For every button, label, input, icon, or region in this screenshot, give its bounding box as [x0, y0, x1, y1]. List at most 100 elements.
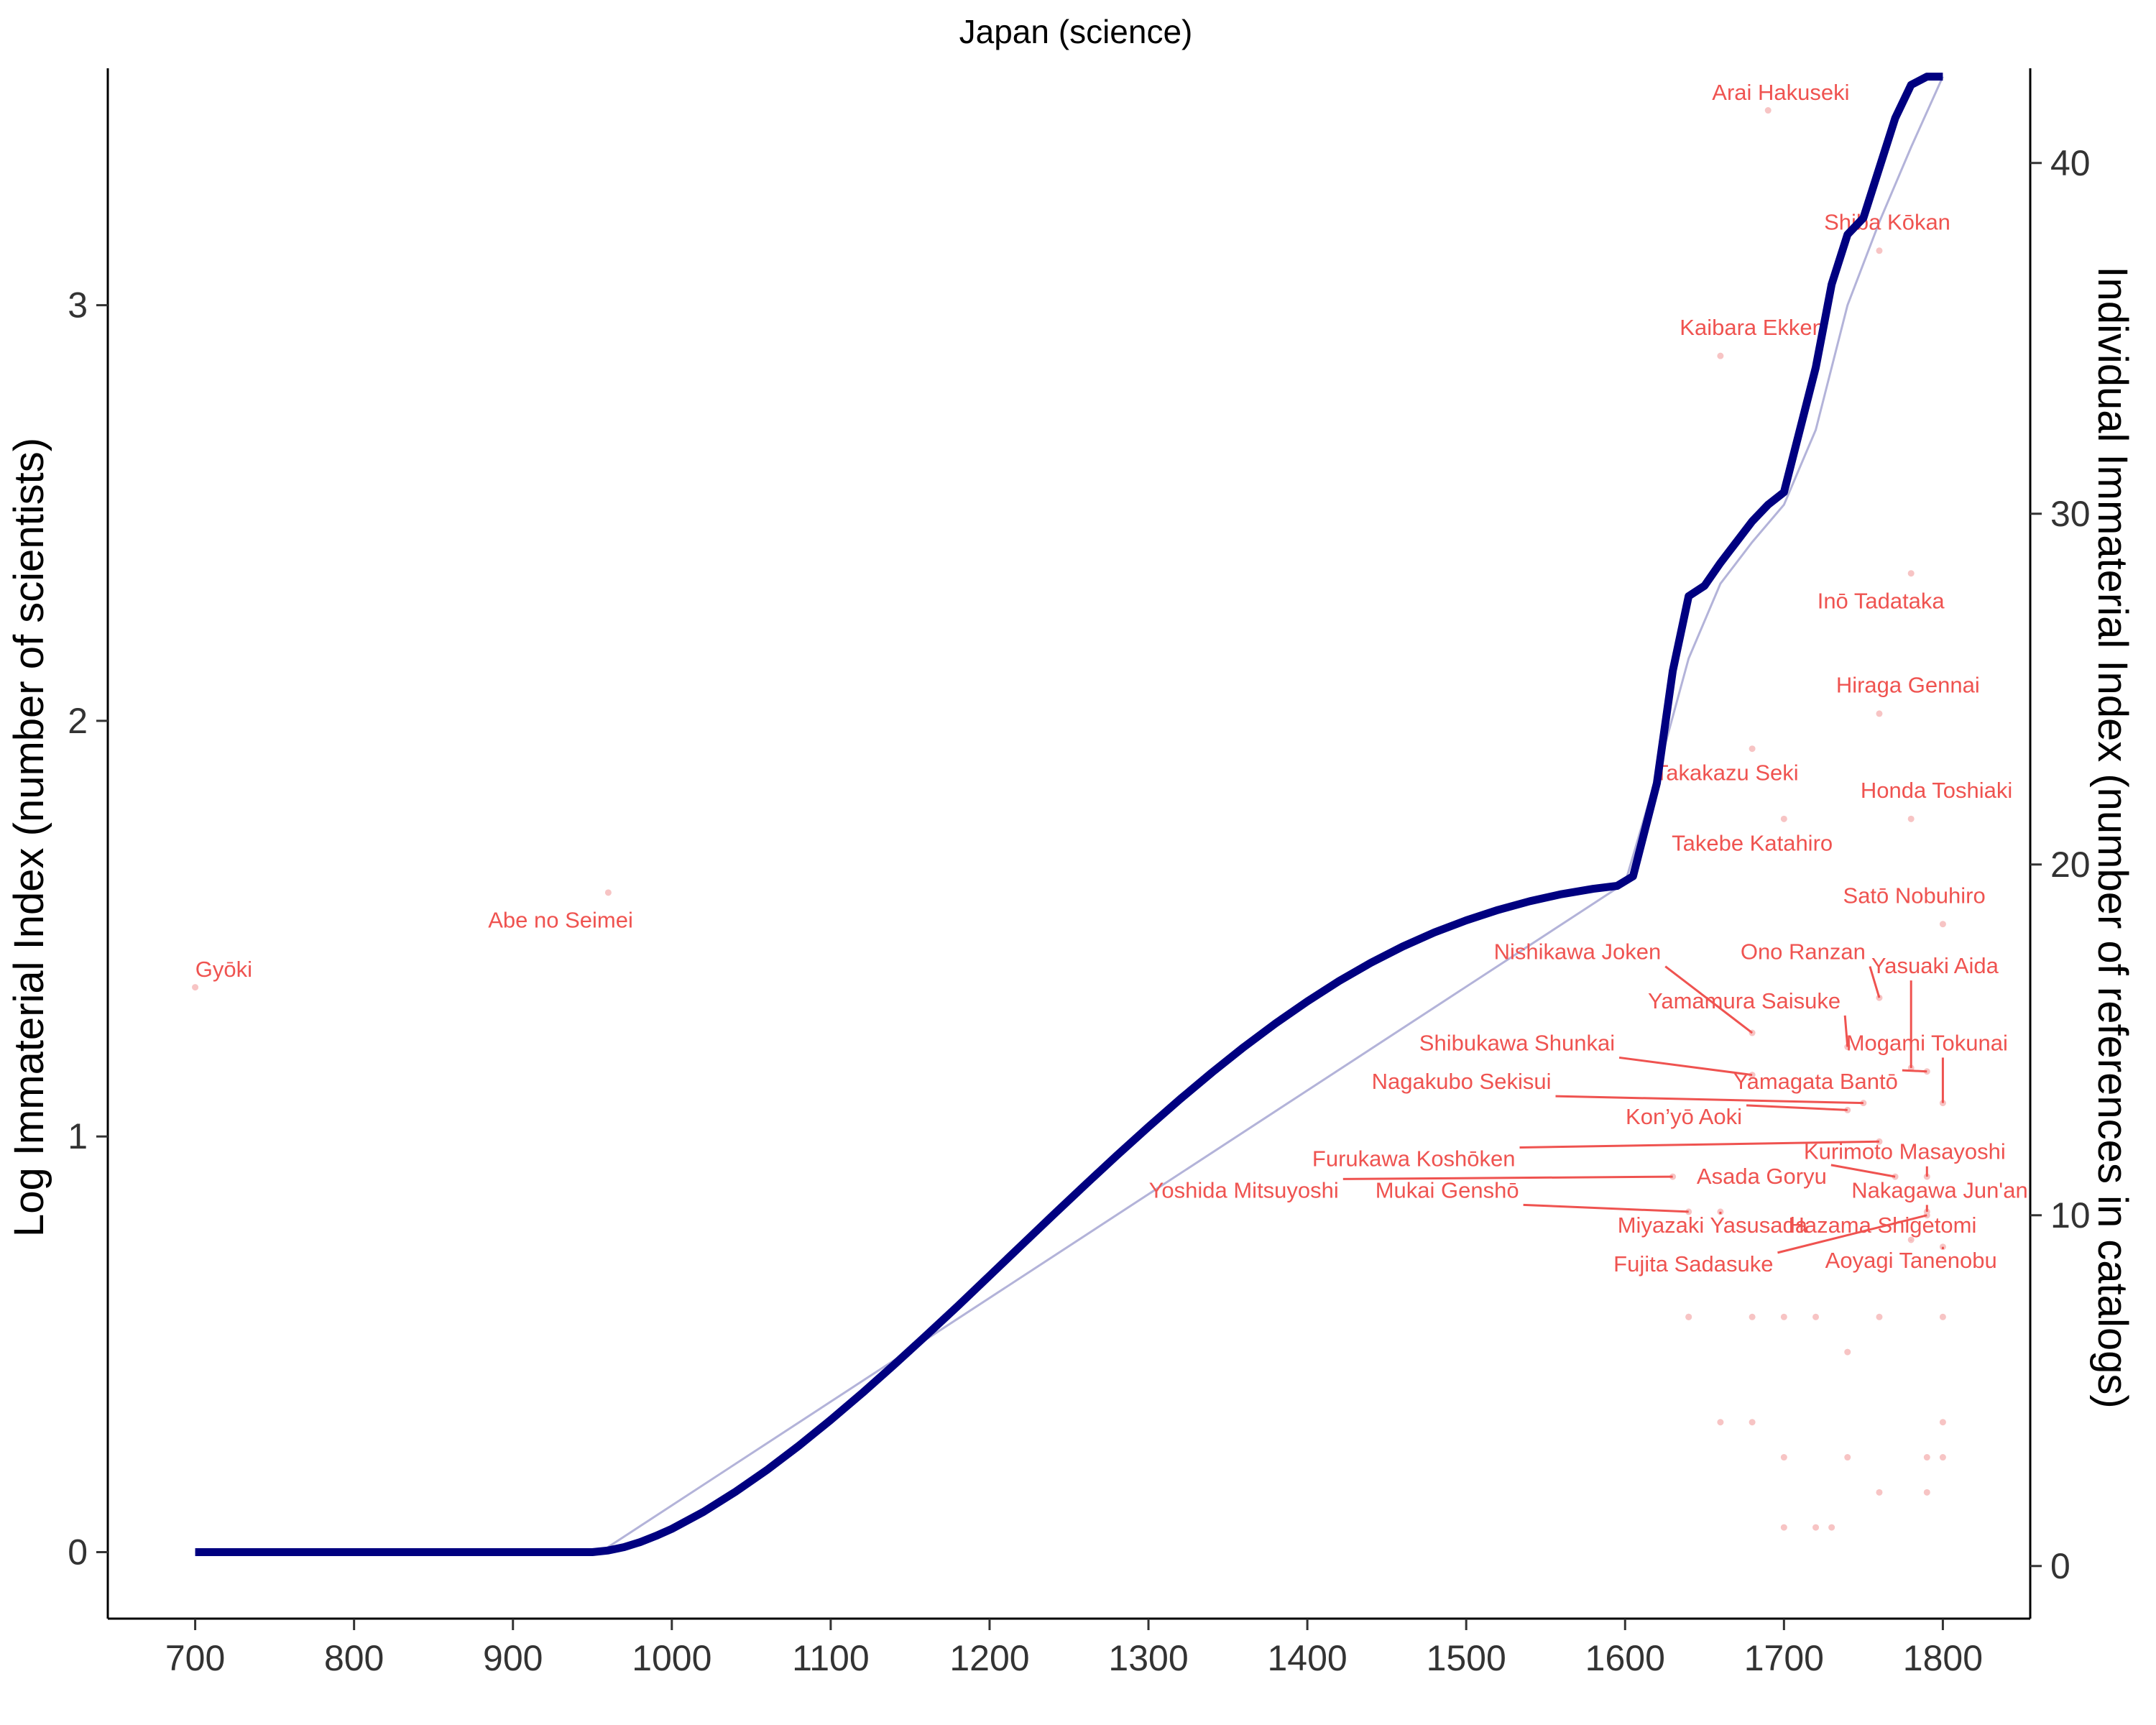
data-point — [1923, 1454, 1930, 1461]
data-point — [1923, 1489, 1930, 1496]
data-point — [1876, 1489, 1883, 1496]
y2-tick-label: 20 — [2050, 845, 2091, 885]
scientist-label: Honda Toshiaki — [1861, 778, 2012, 803]
raw-series-line — [195, 75, 1944, 1553]
axes: 700 800 900 1000 1100 1200 1300 1400 1500 1600 170… — [68, 68, 2091, 1678]
label-leader-line — [1523, 1203, 1689, 1213]
data-point — [1907, 570, 1915, 577]
y-tick-label: 0 — [68, 1532, 88, 1572]
data-point — [1749, 745, 1756, 753]
label-leader-line — [1869, 966, 1881, 998]
x-tick-label: 1400 — [1267, 1638, 1347, 1678]
data-point — [1812, 1313, 1820, 1320]
scientist-label: Furukawa Koshōken — [1312, 1146, 1516, 1171]
data-point — [1844, 1454, 1851, 1461]
scientist-label: Mukai Genshō — [1376, 1177, 1519, 1202]
label-leader-line — [1777, 1214, 1927, 1254]
label-leader-line — [1555, 1095, 1864, 1105]
y2-tick-label: 40 — [2050, 143, 2091, 183]
data-point — [1876, 710, 1883, 717]
scientist-label: Kon’yō Aoki — [1626, 1104, 1742, 1129]
x-tick-label: 1500 — [1427, 1638, 1506, 1678]
scientist-label: Yasuaki Aida — [1871, 953, 1999, 978]
scientist-label: Hiraga Gennai — [1836, 673, 1980, 698]
y-tick-label: 2 — [68, 701, 88, 741]
scientist-label: Abe no Seimei — [488, 908, 633, 933]
label-leader-line — [1843, 1015, 1849, 1047]
chart-title: Japan (science) — [959, 13, 1193, 50]
data-point — [1717, 352, 1724, 359]
y-tick-label: 1 — [68, 1116, 88, 1156]
y-tick-label: 3 — [68, 285, 88, 326]
x-tick-label: 800 — [324, 1638, 384, 1678]
scientist-label: Miyazaki Yasusada — [1618, 1213, 1808, 1238]
plot-area: Gyōki Abe no Seimei Arai Hakuseki Shiba Kōk… — [192, 73, 2028, 1556]
label-leader-line — [1664, 965, 1754, 1034]
scientist-label: Inō Tadataka — [1818, 589, 1945, 614]
label-leader-line — [1519, 1140, 1880, 1149]
data-point — [1939, 921, 1946, 928]
x-tick-label: 1000 — [632, 1638, 711, 1678]
data-point — [1907, 815, 1915, 822]
scientist-label: Yoshida Mitsuyoshi — [1149, 1177, 1339, 1202]
scientist-label: Ono Ranzan — [1741, 939, 1866, 965]
data-point — [1780, 1313, 1787, 1320]
scientist-label: Satō Nobuhiro — [1843, 883, 1986, 908]
scientist-label: Fujita Sadasuke — [1613, 1251, 1773, 1276]
y-axis-title: Log Immaterial Index (number of scientis… — [6, 438, 52, 1237]
scientist-label: Arai Hakuseki — [1712, 80, 1849, 105]
label-leader-line — [1342, 1175, 1673, 1180]
data-point — [1685, 1313, 1692, 1320]
data-point — [1749, 1313, 1756, 1320]
scientist-label: Kaibara Ekken — [1680, 315, 1825, 340]
scientist-label: Nakagawa Jun'an — [1851, 1177, 2027, 1202]
label-leader-line — [1618, 1056, 1753, 1077]
data-point — [1939, 1454, 1946, 1461]
x-tick-label: 1700 — [1744, 1638, 1824, 1678]
data-point — [1764, 107, 1772, 114]
data-point — [1780, 815, 1787, 822]
x-tick-label: 1200 — [949, 1638, 1029, 1678]
y2-tick-label: 10 — [2050, 1195, 2091, 1236]
scientist-label: Nagakubo Sekisui — [1372, 1069, 1552, 1094]
data-point — [1939, 1419, 1946, 1426]
label-leader-line — [1830, 1164, 1896, 1178]
x-tick-label: 1100 — [792, 1638, 870, 1678]
scientist-label: Hazama Shigetomi — [1788, 1213, 1976, 1238]
smoothed-series-line — [195, 73, 1943, 1556]
x-tick-label: 1300 — [1108, 1638, 1188, 1678]
scientist-label: Nishikawa Joken — [1494, 939, 1662, 965]
scientist-label: Gyōki — [195, 957, 252, 982]
data-point — [604, 889, 612, 896]
scientist-label: Kurimoto Masayoshi — [1804, 1139, 2006, 1164]
y2-tick-label: 0 — [2050, 1546, 2070, 1586]
y2-axis-title: Individual Immaterial Index (number of r… — [2089, 266, 2136, 1408]
x-tick-label: 700 — [165, 1638, 225, 1678]
scientist-label: Takakazu Seki — [1655, 760, 1799, 786]
data-point — [1780, 1454, 1787, 1461]
data-point — [1876, 247, 1883, 254]
label-leader-line — [1902, 1069, 1927, 1073]
data-point — [192, 984, 199, 991]
data-point — [1812, 1524, 1820, 1531]
y2-tick-label: 30 — [2050, 494, 2091, 534]
scientist-label: Aoyagi Tanenobu — [1825, 1248, 1997, 1273]
data-point — [1749, 1419, 1756, 1426]
scientist-label: Shibukawa Shunkai — [1419, 1030, 1615, 1055]
scientist-label: Asada Goryu — [1697, 1164, 1827, 1189]
scientist-label: Takebe Katahiro — [1672, 830, 1833, 855]
scientist-label: Yamagata Bantō — [1733, 1069, 1898, 1094]
x-tick-label: 900 — [483, 1638, 543, 1678]
data-point — [1828, 1524, 1835, 1531]
scientist-label: Yamamura Saisuke — [1648, 988, 1841, 1013]
data-point — [1717, 1419, 1724, 1426]
label-leader-line — [1746, 1104, 1848, 1111]
x-tick-label: 1600 — [1585, 1638, 1665, 1678]
scientist-label: Mogami Tokunai — [1846, 1030, 2008, 1055]
data-point — [1780, 1524, 1787, 1531]
data-point — [1844, 1348, 1851, 1356]
x-tick-label: 1800 — [1903, 1638, 1983, 1678]
scientist-label: Shiba Kōkan — [1824, 209, 1950, 234]
data-point — [1876, 1313, 1883, 1320]
